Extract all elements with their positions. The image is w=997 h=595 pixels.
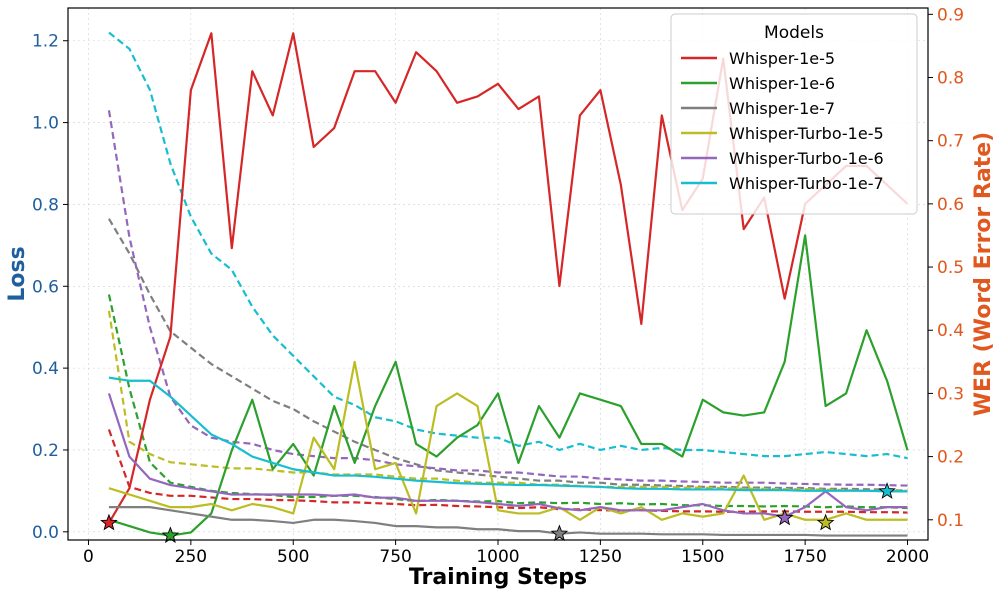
left-y-tick-label: 1.2 [32, 32, 59, 52]
x-tick-label: 0 [83, 547, 94, 567]
legend-title: Models [764, 23, 824, 43]
best-markers-layer [100, 482, 896, 544]
legend-label-whisper-1e-6: Whisper-1e-6 [729, 74, 835, 93]
legend-label-whisper-turbo-1e-7: Whisper-Turbo-1e-7 [729, 174, 884, 193]
legend: Models Whisper-1e-5Whisper-1e-6Whisper-1… [670, 13, 918, 215]
best-wer-star-whisper-1e-6 [161, 526, 180, 544]
left-y-tick-label: 0.6 [32, 277, 59, 297]
right-y-tick-label: 0.9 [937, 5, 964, 25]
x-tick-label: 750 [379, 547, 411, 567]
legend-label-whisper-turbo-1e-5: Whisper-Turbo-1e-5 [729, 124, 884, 143]
x-tick-label: 250 [175, 547, 207, 567]
right-y-tick-label: 0.5 [937, 258, 964, 278]
wer-lines-layer [107, 32, 909, 537]
axes-layer: 0 250 500 750 1000 1250 1500 1750 2000 0.0 0.2 0.4 0… [32, 5, 964, 567]
loss-line-whisper-turbo-1e-7 [108, 31, 908, 460]
wer-line-whisper-turbo-1e-6 [107, 393, 908, 518]
left-y-axis-label: Loss [5, 246, 30, 301]
right-y-tick-label: 0.8 [937, 69, 964, 89]
left-y-tick-label: 0.8 [32, 195, 59, 215]
loss-line-whisper-1e-6 [107, 294, 908, 510]
x-tick-label: 2000 [886, 547, 929, 567]
x-tick-label: 1750 [784, 547, 827, 567]
wer-line-whisper-turbo-1e-7 [108, 376, 908, 493]
wer-line-whisper-1e-5 [108, 32, 909, 524]
left-y-tick-label: 0.2 [32, 441, 59, 461]
best-wer-star-whisper-turbo-1e-7 [878, 482, 896, 499]
x-tick-label: 1250 [579, 547, 622, 567]
right-y-tick-label: 0.4 [937, 321, 964, 341]
right-y-tick-label: 0.7 [937, 132, 964, 152]
best-wer-star-whisper-turbo-1e-5 [816, 513, 835, 531]
right-y-tick-label: 0.2 [937, 448, 964, 468]
right-y-axis-label: WER (Word Error Rate) [971, 132, 996, 416]
right-y-tick-label: 0.3 [937, 384, 964, 404]
wer-line-whisper-turbo-1e-5 [108, 360, 908, 521]
legend-items: Whisper-1e-5 Whisper-1e-6 Whisper-1e-7 Whis… [681, 49, 884, 193]
legend-label-whisper-1e-5: Whisper-1e-5 [729, 49, 835, 68]
left-y-tick-label: 0.0 [32, 523, 59, 543]
best-wer-star-whisper-1e-5 [100, 513, 118, 531]
wer-line-whisper-1e-6 [108, 234, 909, 537]
x-axis-label: Training Steps [409, 565, 587, 590]
right-y-tick-label: 0.6 [937, 195, 964, 215]
x-tick-label: 1000 [476, 547, 519, 567]
best-wer-star-whisper-turbo-1e-6 [775, 508, 794, 526]
loss-line-whisper-turbo-1e-6 [107, 110, 908, 487]
legend-label-whisper-1e-7: Whisper-1e-7 [729, 99, 835, 118]
left-y-tick-label: 0.4 [32, 359, 59, 379]
wer-line-whisper-1e-7 [108, 506, 908, 537]
loss-line-whisper-1e-5 [107, 429, 908, 514]
right-y-tick-label: 0.1 [937, 511, 964, 531]
x-tick-label: 1500 [681, 547, 724, 567]
best-wer-star-whisper-1e-7 [550, 524, 569, 542]
legend-label-whisper-turbo-1e-6: Whisper-Turbo-1e-6 [729, 149, 884, 168]
legend-box [670, 13, 918, 215]
x-tick-label: 500 [277, 547, 309, 567]
left-y-tick-label: 1.0 [32, 114, 59, 134]
